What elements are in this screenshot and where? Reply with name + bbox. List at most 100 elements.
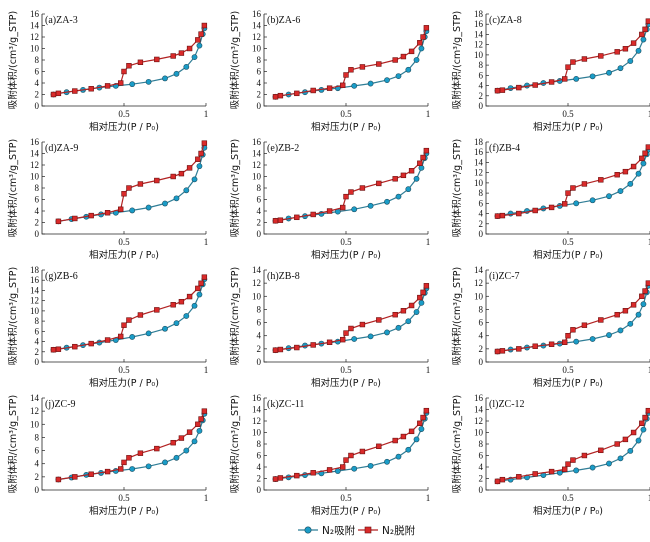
x-tick-label: 0.5 <box>562 109 574 119</box>
desorption-point <box>170 302 176 308</box>
desorption-point <box>195 285 201 292</box>
desorption-point <box>118 206 124 212</box>
adsorption-series-line <box>497 24 649 92</box>
adsorption-point <box>351 206 358 213</box>
y-tick-label: 2 <box>479 219 484 229</box>
desorption-point <box>400 308 407 314</box>
y-tick-label: 10 <box>252 44 262 54</box>
desorption-point <box>72 88 78 94</box>
y-tick-label: 8 <box>479 60 484 70</box>
panel-title: (c)ZA-8 <box>489 15 522 26</box>
adsorption-point <box>617 327 624 334</box>
y-axis-label: 吸附体积/(cm³/g_STP) <box>451 267 463 365</box>
desorption-point <box>376 180 382 187</box>
y-tick-label: 10 <box>474 178 484 188</box>
adsorption-point <box>405 186 412 193</box>
chart-panel: 0 2 4 6 8 10 12 14 0.5 1 (i)ZC-7 吸附体积/(cm³/g_STP) 相对… <box>451 265 650 389</box>
panel-title: (j)ZC-9 <box>45 399 76 410</box>
x-tick-label: 0.5 <box>118 365 130 375</box>
y-tick-label: 12 <box>474 416 483 426</box>
adsorption-point <box>191 302 198 309</box>
legend-adsorption-label: N₂吸附 <box>322 524 356 537</box>
desorption-point <box>499 212 506 219</box>
adsorption-point <box>617 65 624 72</box>
x-axis-label: 相对压力(P / P₀) <box>89 249 159 261</box>
x-axis-label: 相对压力(P / P₀) <box>311 505 381 517</box>
desorption-point <box>201 22 208 29</box>
desorption-point <box>423 147 430 154</box>
desorption-point <box>408 168 415 174</box>
adsorption-series-line <box>497 412 649 482</box>
desorption-point <box>420 414 426 421</box>
panel-title: (g)ZB-6 <box>45 271 78 282</box>
x-tick-label: 1 <box>648 237 650 247</box>
desorption-point <box>294 344 300 351</box>
y-tick-label: 0 <box>479 357 484 367</box>
y-tick-label: 14 <box>252 405 262 415</box>
desorption-point <box>532 471 538 477</box>
y-tick-label: 12 <box>252 160 261 170</box>
y-tick-label: 8 <box>257 304 262 314</box>
panel-title: (b)ZA-6 <box>267 15 300 26</box>
adsorption-point <box>395 453 402 460</box>
adsorption-point <box>196 291 203 298</box>
adsorption-point <box>606 460 612 467</box>
adsorption-point <box>183 447 190 454</box>
desorption-point <box>645 144 650 150</box>
desorption-point <box>630 302 637 308</box>
y-tick-label: 6 <box>257 195 262 205</box>
desorption-point <box>642 150 648 156</box>
adsorption-point <box>162 325 168 332</box>
y-tick-label: 2 <box>479 474 484 484</box>
desorption-point <box>170 439 176 446</box>
panel-title: (e)ZB-2 <box>267 143 299 154</box>
y-tick-label: 8 <box>35 432 40 442</box>
adsorption-point <box>351 465 358 472</box>
desorption-point <box>170 173 176 180</box>
adsorption-point <box>145 330 152 337</box>
desorption-point <box>581 322 588 328</box>
desorption-point <box>420 289 426 296</box>
y-tick-label: 0 <box>35 229 40 239</box>
x-tick-label: 1 <box>204 237 209 247</box>
panel-title: (f)ZB-4 <box>489 143 520 154</box>
desorption-point <box>201 140 208 146</box>
x-tick-label: 0.5 <box>340 237 352 247</box>
legend-desorption-label: N₂脱附 <box>382 524 416 537</box>
desorption-point <box>272 218 279 224</box>
y-tick-label: 2 <box>257 344 262 354</box>
chart-panel: 0 2 4 6 8 10 12 14 0.5 1 (j)ZC-9 吸附体积/(cm³/g_STP) 相对… <box>7 393 208 517</box>
desorption-point <box>50 347 57 353</box>
x-tick-label: 0.5 <box>340 493 352 503</box>
adsorption-point <box>635 47 642 54</box>
desorption-point <box>198 150 204 157</box>
y-tick-label: 6 <box>35 195 40 205</box>
y-tick-label: 4 <box>257 206 262 216</box>
adsorption-point <box>367 333 374 340</box>
desorption-point <box>294 472 300 479</box>
desorption-point <box>343 457 349 463</box>
desorption-point <box>532 82 538 88</box>
desorption-point <box>195 421 201 427</box>
desorption-point <box>548 341 555 347</box>
panel-title: (h)ZB-8 <box>267 271 300 282</box>
adsorption-point <box>413 175 420 182</box>
y-tick-label: 14 <box>30 285 40 295</box>
x-tick-label: 1 <box>204 365 209 375</box>
desorption-point <box>417 420 423 426</box>
y-tick-label: 2 <box>257 218 262 228</box>
x-tick-label: 1 <box>648 109 650 119</box>
adsorption-point <box>627 181 634 187</box>
y-tick-label: 0 <box>257 357 262 367</box>
adsorption-point <box>573 200 580 207</box>
desorption-point <box>201 408 208 414</box>
y-tick-label: 16 <box>30 275 40 285</box>
y-tick-label: 12 <box>474 168 483 178</box>
desorption-point <box>72 474 78 480</box>
desorption-point <box>499 348 506 354</box>
desorption-series-line <box>497 282 649 353</box>
y-tick-label: 10 <box>252 291 262 301</box>
desorption-point <box>548 468 555 475</box>
